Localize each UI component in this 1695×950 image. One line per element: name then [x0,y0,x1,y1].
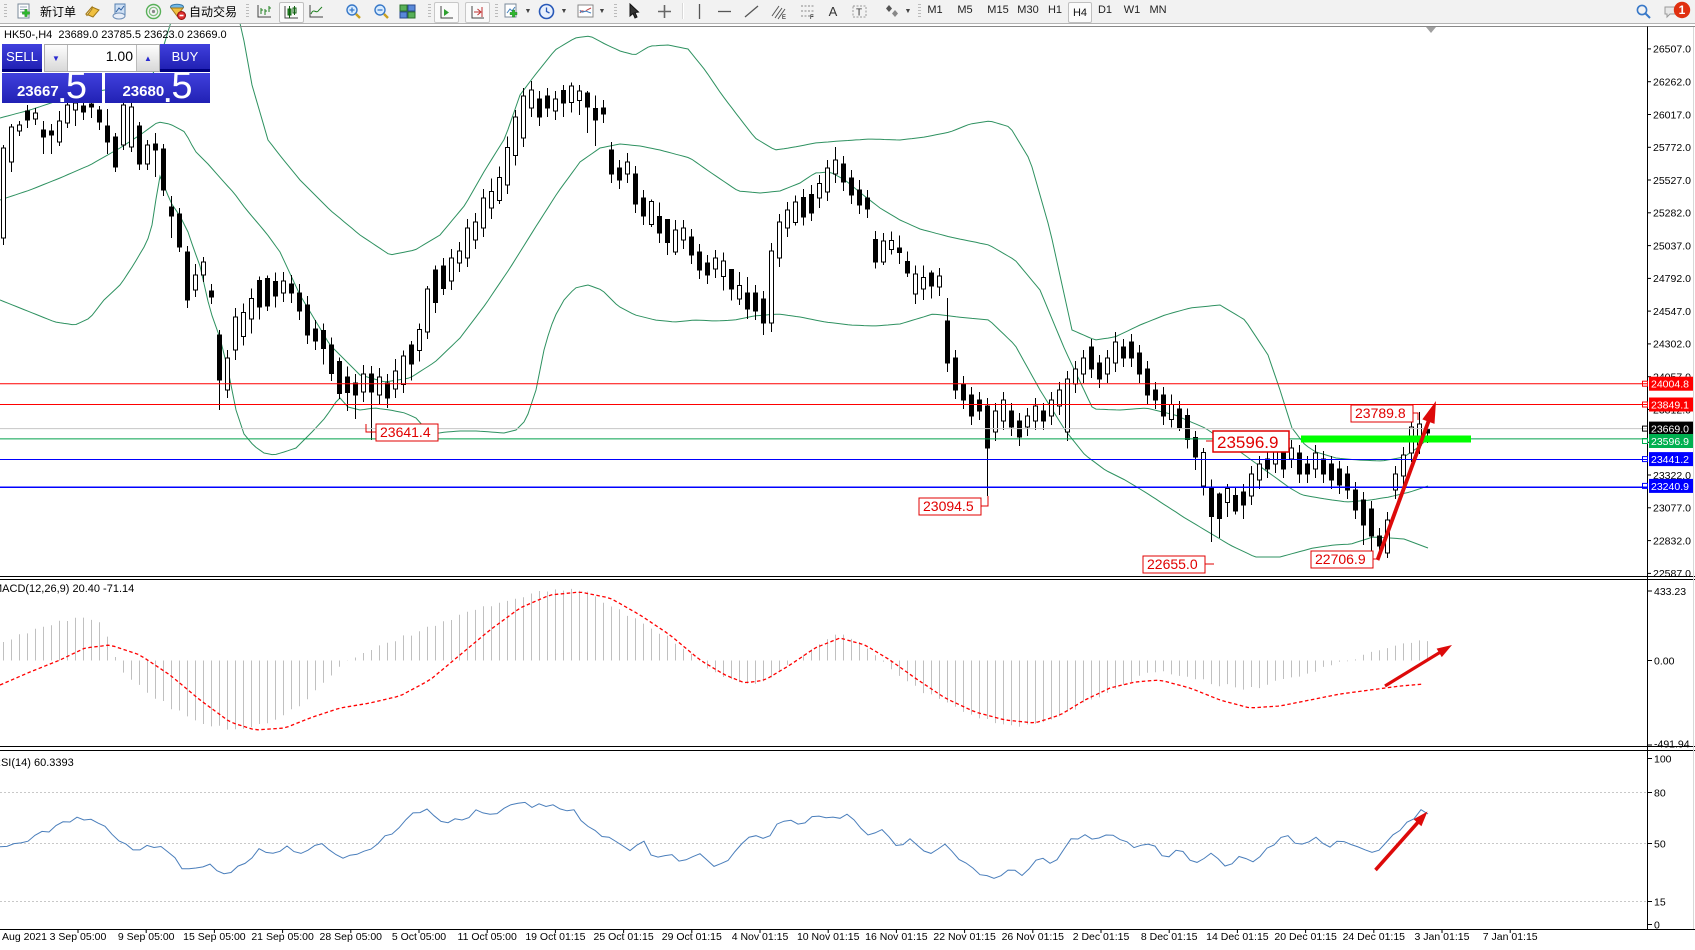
svg-text:26 Nov 01:15: 26 Nov 01:15 [1002,931,1065,943]
svg-text:23441.2: 23441.2 [1651,454,1689,466]
svg-text:25527.0: 25527.0 [1653,175,1691,187]
svg-text:26507.0: 26507.0 [1653,44,1691,56]
svg-text:80: 80 [1654,788,1666,800]
svg-text:20 Dec 01:15: 20 Dec 01:15 [1274,931,1337,943]
svg-text:10 Nov 01:15: 10 Nov 01:15 [797,931,860,943]
svg-text:21 Sep 05:00: 21 Sep 05:00 [251,931,314,943]
svg-text:0: 0 [1654,920,1660,932]
svg-text:T: T [856,8,862,19]
svg-text:8 Dec 01:15: 8 Dec 01:15 [1141,931,1198,943]
svg-text:24004.8: 24004.8 [1651,379,1689,391]
svg-text:15: 15 [1654,897,1666,909]
svg-text:23322.0: 23322.0 [1653,470,1691,482]
svg-text:1: 1 [1679,3,1686,17]
svg-text:0.00: 0.00 [1654,656,1675,668]
svg-text:25772.0: 25772.0 [1653,142,1691,154]
svg-text:50: 50 [1654,839,1666,851]
svg-text:23094.5: 23094.5 [923,498,974,514]
svg-text:22587.0: 22587.0 [1653,568,1691,580]
svg-text:11 Oct 05:00: 11 Oct 05:00 [458,931,518,943]
svg-text:7 Jan 01:15: 7 Jan 01:15 [1483,931,1538,943]
svg-text:23849.1: 23849.1 [1651,400,1689,412]
svg-text:23596.9: 23596.9 [1217,433,1278,452]
svg-text:HK50-,H4 23689.0 23785.5 2362: HK50-,H4 23689.0 23785.5 23623.0 23669.0 [4,29,227,41]
svg-text:15 Sep 05:00: 15 Sep 05:00 [183,931,246,943]
svg-text:24 Dec 01:15: 24 Dec 01:15 [1343,931,1406,943]
svg-text:23669.0: 23669.0 [1651,424,1689,436]
svg-text:-491.94: -491.94 [1654,739,1690,751]
svg-text:25282.0: 25282.0 [1653,208,1691,220]
svg-text:25037.0: 25037.0 [1653,240,1691,252]
svg-text:28 Sep 05:00: 28 Sep 05:00 [320,931,383,943]
svg-text:22655.0: 22655.0 [1147,556,1198,572]
svg-text:9 Sep 05:00: 9 Sep 05:00 [118,931,175,943]
svg-text:23240.9: 23240.9 [1651,481,1689,493]
svg-text:26262.0: 26262.0 [1653,77,1691,89]
svg-text:23789.8: 23789.8 [1355,405,1406,421]
svg-text:16 Nov 01:15: 16 Nov 01:15 [865,931,928,943]
svg-text:E: E [782,15,786,20]
svg-text:14 Dec 01:15: 14 Dec 01:15 [1206,931,1269,943]
svg-text:MACD(12,26,9) 20.40 -71.14: MACD(12,26,9) 20.40 -71.14 [0,583,134,595]
svg-text:23077.0: 23077.0 [1653,503,1691,515]
svg-text:3 Sep 05:00: 3 Sep 05:00 [50,931,107,943]
svg-text:29 Oct 01:15: 29 Oct 01:15 [662,931,722,943]
svg-text:23641.4: 23641.4 [380,424,431,440]
svg-text:5 Oct 05:00: 5 Oct 05:00 [392,931,446,943]
svg-text:22832.0: 22832.0 [1653,535,1691,547]
svg-text:3 Jan 01:15: 3 Jan 01:15 [1415,931,1470,943]
svg-text:25 Oct 01:15: 25 Oct 01:15 [594,931,654,943]
svg-text:23596.9: 23596.9 [1651,436,1689,448]
svg-text:26017.0: 26017.0 [1653,109,1691,121]
svg-text:22 Nov 01:15: 22 Nov 01:15 [933,931,996,943]
svg-text:24547.0: 24547.0 [1653,306,1691,318]
svg-text:100: 100 [1654,754,1672,766]
svg-text:24302.0: 24302.0 [1653,339,1691,351]
svg-text:Aug 2021: Aug 2021 [2,931,47,943]
svg-text:19 Oct 01:15: 19 Oct 01:15 [525,931,585,943]
svg-text:22706.9: 22706.9 [1315,551,1366,567]
svg-text:24792.0: 24792.0 [1653,273,1691,285]
svg-text:RSI(14) 60.3393: RSI(14) 60.3393 [0,757,74,769]
svg-text:4 Nov 01:15: 4 Nov 01:15 [732,931,789,943]
svg-text:2 Dec 01:15: 2 Dec 01:15 [1073,931,1130,943]
svg-text:433.23: 433.23 [1654,586,1686,598]
svg-text:F: F [810,15,814,20]
